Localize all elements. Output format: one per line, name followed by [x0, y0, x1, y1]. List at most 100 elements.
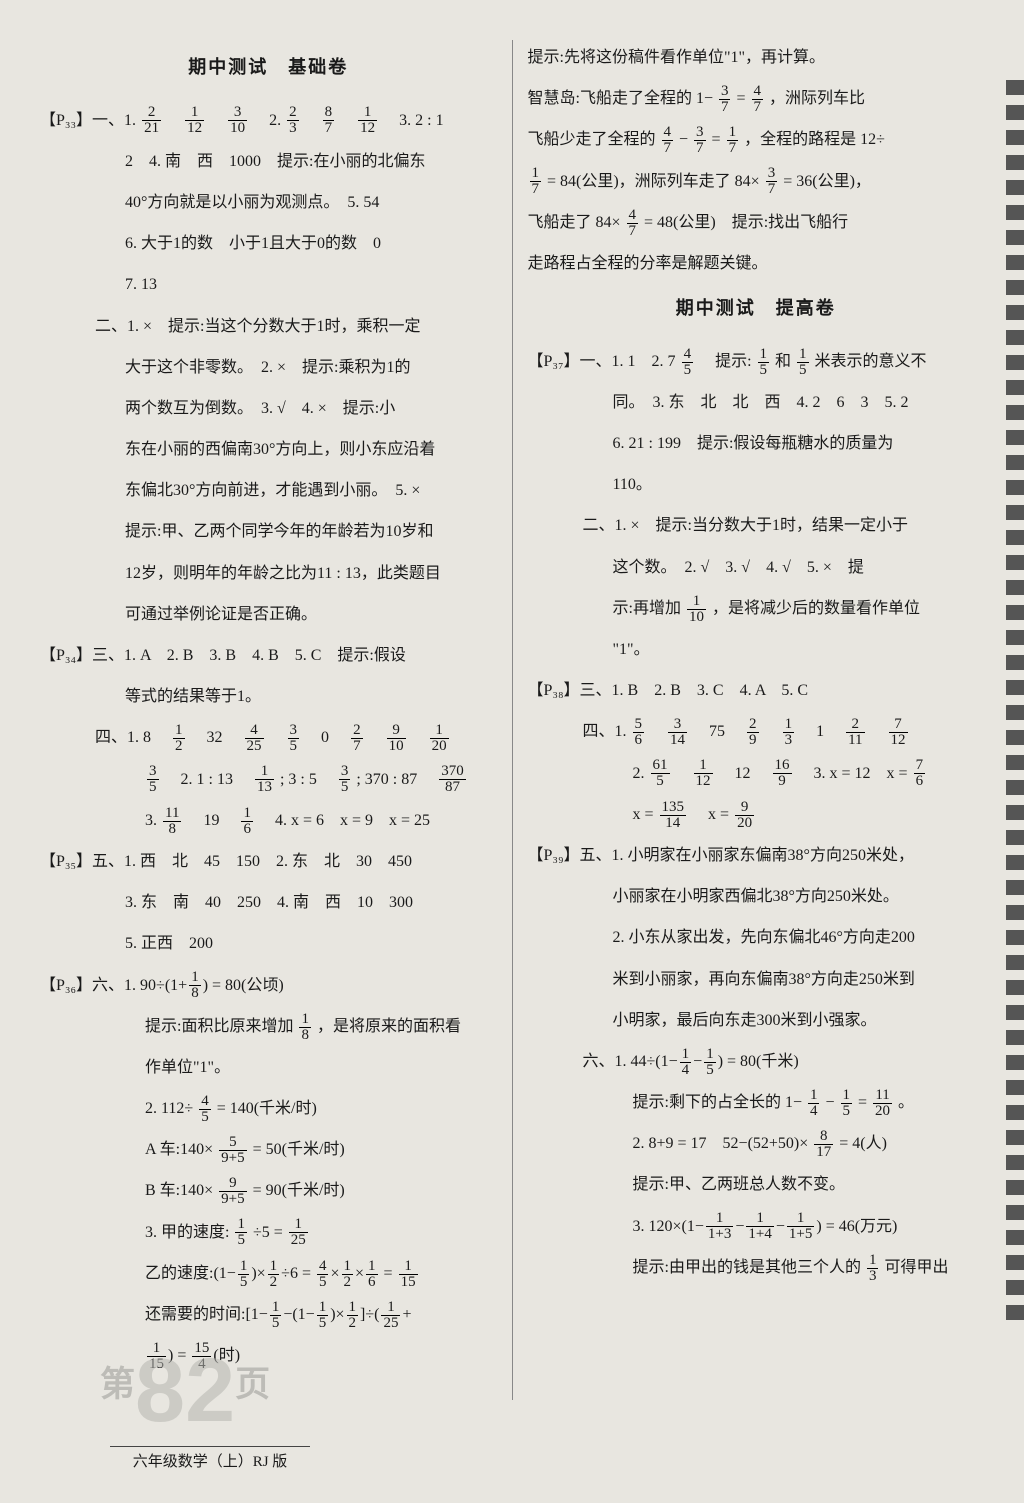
frac: 35	[339, 764, 351, 795]
edge-tab	[1006, 655, 1024, 670]
text: 3. 2 : 1	[383, 112, 443, 129]
p39-l1: 【P₃₉】五、1. 小明家在小丽家东偏南38°方向250米处，	[528, 838, 985, 873]
text: 智慧岛:飞船走了全程的 1−	[528, 90, 713, 107]
frac: 12	[347, 1300, 359, 1331]
text: 1	[800, 723, 840, 740]
frac: 310	[228, 105, 247, 136]
text: 32	[191, 729, 239, 746]
p39-s8: 2. 8+9 = 17 52−(52+50)× 817 = 4(人)	[528, 1126, 985, 1161]
p38-s4l3: x = 13514 x = 920	[528, 797, 985, 832]
edge-tab	[1006, 530, 1024, 545]
text: −	[825, 1094, 838, 1111]
p35-line2: 3. 东 南 40 250 4. 南 西 10 300	[40, 885, 497, 920]
edge-tab	[1006, 105, 1024, 120]
frac: 712	[889, 717, 908, 748]
text: 0	[305, 729, 345, 746]
frac: 47	[662, 125, 674, 156]
p38-l1: 【P₃₈】三、1. B 2. B 3. C 4. A 5. C	[528, 673, 985, 708]
frac: 115	[399, 1259, 418, 1290]
edge-tab	[1006, 1255, 1024, 1270]
text: 和	[775, 353, 791, 370]
edge-tab	[1006, 1230, 1024, 1245]
p34-s4l2: 35 2. 1 : 13 113 ; 3 : 5 35 ; 370 : 87 3…	[40, 762, 497, 797]
p33-line2: 2 4. 南 西 1000 提示:在小丽的北偏东	[40, 144, 497, 179]
edge-tab	[1006, 1155, 1024, 1170]
text: = 48(公里) 提示:找出飞船行	[644, 214, 848, 231]
watermark-char2: 页	[235, 1365, 270, 1404]
text: 米表示的意义不	[815, 353, 927, 370]
p37-l1: 【P₃₇】一、1. 1 2. 7 45 提示: 15 和 15 米表示的意义不	[528, 344, 985, 379]
p33-line1: 【P₃₃】一、1. 221 112 310 2. 23 87 112 3. 2 …	[40, 103, 497, 138]
frac: 120	[430, 723, 449, 754]
frac: 12	[268, 1259, 280, 1290]
edge-tab	[1006, 380, 1024, 395]
p39-s7: 提示:剩下的占全长的 1− 14 − 15 = 1120 。	[528, 1085, 985, 1120]
left-column: 期中测试 基础卷 【P₃₃】一、1. 221 112 310 2. 23 87 …	[25, 40, 513, 1400]
edge-tab	[1006, 1005, 1024, 1020]
p34-s4l1: 四、1. 8 12 32 425 35 0 27 910 120	[40, 720, 497, 755]
edge-tab	[1006, 630, 1024, 645]
r-l2: 智慧岛:飞船走了全程的 1− 37 = 47 ，洲际列车比	[528, 81, 985, 116]
edge-tab	[1006, 130, 1024, 145]
frac: 13	[783, 717, 795, 748]
section-title-advanced: 期中测试 提高卷	[528, 289, 985, 329]
text: = 80(千米)	[723, 1053, 799, 1070]
frac: 125	[289, 1217, 308, 1248]
frac: 15	[235, 1217, 247, 1248]
edge-tab	[1006, 1280, 1024, 1295]
edge-tabs	[1006, 80, 1024, 1330]
p33-s2l7: 12岁，则明年的年龄之比为11 : 13，此类题目	[40, 556, 497, 591]
text: 飞船走了 84×	[528, 214, 621, 231]
text: 乙的速度:	[145, 1265, 213, 1282]
p37-s2l1: 二、1. × 提示:当分数大于1时，结果一定小于	[528, 508, 985, 543]
r-l4: 17 = 84(公里)，洲际列车走了 84× 37 = 36(公里)，	[528, 164, 985, 199]
edge-tab	[1006, 905, 1024, 920]
edge-tab	[1006, 705, 1024, 720]
frac: 920	[735, 800, 754, 831]
frac: 15	[317, 1300, 329, 1331]
frac: 15	[758, 347, 770, 378]
frac: 99+5	[219, 1176, 246, 1207]
frac: 12	[342, 1259, 354, 1290]
p34-line1: 【P₃₄】三、1. A 2. B 3. B 4. B 5. C 提示:假设	[40, 638, 497, 673]
edge-tab	[1006, 1205, 1024, 1220]
text: =	[736, 90, 749, 107]
frac: 15	[797, 347, 809, 378]
edge-tab	[1006, 80, 1024, 95]
frac: 113	[255, 764, 274, 795]
text: ÷	[365, 1306, 374, 1323]
frac: 18	[189, 970, 201, 1001]
text: −	[679, 131, 692, 148]
r-l3: 飞船少走了全程的 47 − 37 = 17 ，全程的路程是 12÷	[528, 122, 985, 157]
text: ×	[355, 1265, 364, 1282]
text: ; 3 : 5	[280, 771, 333, 788]
text: ，全程的路程是 12÷	[744, 131, 885, 148]
edge-tab	[1006, 280, 1024, 295]
p35-line3: 5. 正西 200	[40, 926, 497, 961]
edge-tab	[1006, 430, 1024, 445]
r-l6: 走路程占全程的分率是解题关键。	[528, 246, 985, 281]
page-footer: 六年级数学（上）RJ 版	[110, 1446, 310, 1471]
text: 19	[187, 812, 235, 829]
text: 75	[693, 723, 741, 740]
right-column: 提示:先将这份稿件看作单位"1"，再计算。 智慧岛:飞船走了全程的 1− 37 …	[513, 40, 1000, 1400]
frac: 45	[317, 1259, 329, 1290]
p39-l4: 米到小丽家，再向东偏南38°方向走250米到	[528, 962, 985, 997]
edge-tab	[1006, 255, 1024, 270]
text: =	[380, 1265, 397, 1282]
edge-tab	[1006, 755, 1024, 770]
edge-tab	[1006, 880, 1024, 895]
frac: 425	[245, 723, 264, 754]
edge-tab	[1006, 855, 1024, 870]
p34-line2: 等式的结果等于1。	[40, 679, 497, 714]
p37-l2: 同。 3. 东 北 北 西 4. 2 6 3 5. 2	[528, 385, 985, 420]
frac: 35	[288, 723, 300, 754]
r-l5: 飞船走了 84× 47 = 48(公里) 提示:找出飞船行	[528, 205, 985, 240]
text: 2.	[253, 112, 281, 129]
text: = 36(公里)，	[783, 173, 871, 190]
text: ÷5 =	[253, 1224, 287, 1241]
frac: 13514	[660, 800, 687, 831]
p37-l4: 110。	[528, 467, 985, 502]
p33-s2l1: 二、1. × 提示:当这个分数大于1时，乘积一定	[40, 309, 497, 344]
p36-s7: 还需要的时间:[1−15−(1−15)×12]÷(125+	[40, 1297, 497, 1332]
